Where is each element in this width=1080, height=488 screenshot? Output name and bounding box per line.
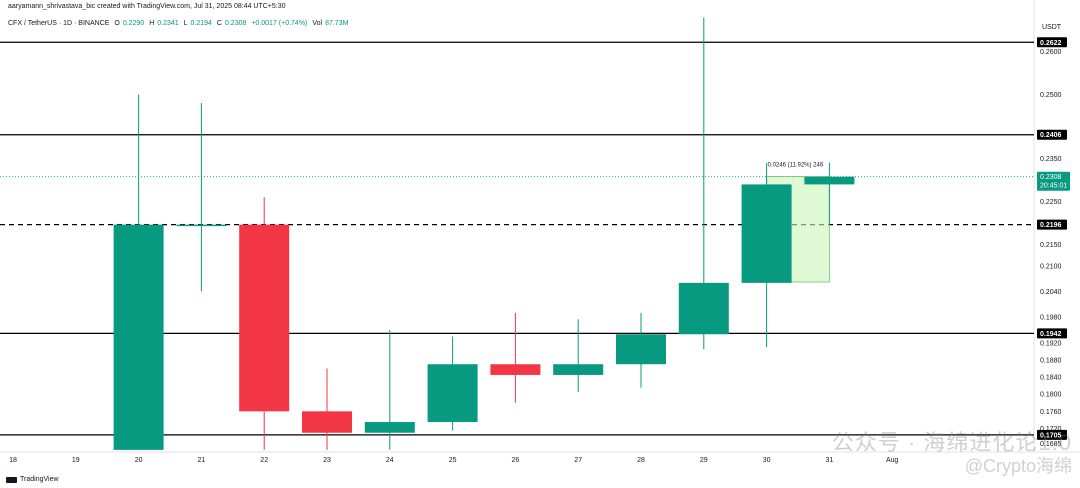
candle-body[interactable] [427, 364, 478, 423]
price-tick-label: 0.2500 [1040, 92, 1062, 99]
current-price-tag [1037, 171, 1070, 191]
level-price-tag [1037, 429, 1067, 440]
tradingview-brand: TradingView [20, 476, 59, 483]
open-value: 0.2290 [122, 20, 145, 27]
time-tick-label: 19 [72, 457, 80, 464]
level-price-label: 0.1942 [1040, 331, 1062, 338]
chart-grid [0, 0, 1080, 453]
time-tick-label: 29 [700, 457, 708, 464]
watermark-wechat: 公众号 · 海绵进化论1.0 [831, 430, 1072, 455]
price-tick-label: 0.2250 [1040, 199, 1062, 206]
time-tick-label: 21 [198, 457, 206, 464]
candle-body[interactable] [678, 282, 729, 335]
symbol-label[interactable]: CFX / TetherUS · 1D · BINANCE [8, 20, 110, 27]
candle-body[interactable] [113, 224, 164, 450]
candle-body[interactable] [616, 334, 666, 365]
price-tick-label: 0.1980 [1040, 315, 1062, 322]
low-value: 0.2194 [190, 20, 212, 27]
level-price-label: 0.2406 [1040, 132, 1062, 139]
price-tick-label: 0.1800 [1040, 392, 1062, 399]
support-resistance-lines[interactable] [0, 41, 1034, 436]
high-label: H [149, 20, 155, 27]
price-tick-label: 0.2040 [1040, 289, 1062, 296]
time-tick-label: 22 [260, 457, 268, 464]
close-value: 0.2308 [224, 20, 247, 27]
price-axis[interactable]: 0.2600 0.2500 0.2350 0.2250 0.2150 0.2100 0.20… [1037, 24, 1070, 448]
price-tick-label: 0.2100 [1040, 263, 1062, 270]
current-price-label: 0.2308 [1040, 174, 1062, 181]
candle-body[interactable] [302, 411, 352, 433]
level-price-tag [1037, 219, 1067, 230]
time-axis[interactable]: 18 19 20 21 22 23 24 25 26 27 28 29 30 31 Aug [9, 457, 898, 464]
high-value: 0.2341 [157, 20, 179, 27]
low-label: L [183, 20, 188, 27]
time-tick-label: 27 [574, 457, 582, 464]
countdown-label: 20:45:01 [1040, 183, 1067, 190]
level-price-label: 0.1705 [1040, 432, 1062, 439]
level-price-tag [1037, 328, 1067, 339]
time-tick-label: 26 [512, 457, 520, 464]
time-tick-label: 24 [386, 457, 394, 464]
time-tick-label: Aug [886, 457, 899, 464]
candle-body[interactable] [176, 224, 227, 227]
price-tick-label: 0.2600 [1040, 49, 1062, 56]
level-price-tag [1037, 129, 1067, 140]
level-price-tag [1037, 37, 1067, 48]
candle-body[interactable] [553, 364, 604, 375]
candle-body[interactable] [741, 184, 792, 283]
candle-body[interactable] [239, 224, 290, 412]
volume-value: 87.73M [325, 20, 349, 27]
time-tick-label: 30 [763, 457, 771, 464]
time-tick-label: 18 [9, 457, 17, 464]
time-tick-label: 28 [637, 457, 645, 464]
time-tick-label: 31 [826, 457, 834, 464]
price-tick-label: 0.1760 [1040, 409, 1062, 416]
watermark-handle: @Crypto海绵 [964, 456, 1072, 476]
price-tick-label: 0.1685 [1040, 441, 1062, 448]
candles[interactable] [113, 17, 855, 450]
tradingview-footer[interactable]: TradingView [6, 476, 59, 483]
level-price-label: 0.2622 [1040, 40, 1062, 47]
candle-body[interactable] [364, 422, 415, 433]
tradingview-logo-icon [6, 476, 17, 483]
price-tick-label: 0.1720 [1040, 426, 1062, 433]
change-value: +0.0017 (+0.74%) [251, 20, 308, 27]
price-tick-label: 0.1840 [1040, 375, 1062, 382]
close-label: C [216, 20, 222, 27]
time-tick-label: 25 [449, 457, 457, 464]
price-tick-label: 0.1920 [1040, 340, 1062, 347]
currency-label[interactable]: USDT [1042, 24, 1062, 31]
chart-credit: aaryamann_shrivastava_bic created with T… [8, 3, 286, 10]
candle-body[interactable] [804, 176, 855, 185]
volume-label: Vol [312, 20, 323, 27]
price-tick-label: 0.2150 [1040, 242, 1062, 249]
price-tick-label: 0.2350 [1040, 156, 1062, 163]
price-tick-label: 0.1880 [1040, 357, 1062, 364]
measure-label: 0.0246 (11.92%) 246 [768, 163, 824, 169]
level-price-label: 0.2196 [1040, 222, 1062, 229]
time-tick-label: 23 [323, 457, 331, 464]
open-label: O [114, 20, 120, 27]
time-tick-label: 20 [135, 457, 143, 464]
candle-body[interactable] [490, 364, 541, 375]
